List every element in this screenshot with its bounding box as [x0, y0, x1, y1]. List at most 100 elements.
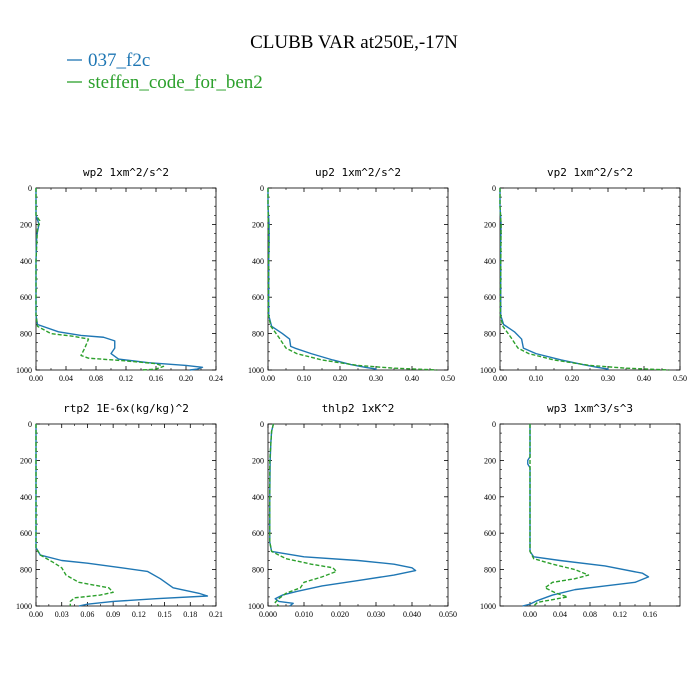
x-tick-label: 0.50: [673, 374, 687, 383]
x-tick-label: 0.30: [601, 374, 615, 383]
y-tick-label: 0: [28, 420, 32, 429]
x-tick-label: 0.40: [405, 374, 419, 383]
y-tick-label: 600: [20, 293, 32, 302]
y-tick-label: 1000: [248, 602, 264, 611]
x-tick-label: 0.00: [29, 374, 43, 383]
legend-label-1: 037_f2c: [88, 50, 150, 71]
plot-frame: [267, 423, 449, 607]
x-tick-label: 0.04: [59, 374, 73, 383]
y-tick-label: 800: [20, 566, 32, 575]
x-tick-label: 0.20: [333, 374, 347, 383]
x-tick-label: 0.050: [439, 610, 457, 619]
y-tick-label: 800: [484, 330, 496, 339]
series-line-2: [35, 424, 114, 606]
y-tick-label: 1000: [248, 366, 264, 375]
x-tick-label: 0.00: [493, 374, 507, 383]
plot-frame: [499, 423, 681, 607]
y-tick-label: 600: [252, 529, 264, 538]
x-tick-label: 0.18: [183, 610, 197, 619]
panel-title: rtp2 1E-6x(kg/kg)^2: [63, 402, 189, 415]
x-tick-label: 0.08: [583, 610, 597, 619]
series-line-1: [267, 188, 377, 370]
plot-frame: [35, 187, 217, 371]
x-tick-label: 0.15: [158, 610, 172, 619]
x-tick-label: 0.12: [132, 610, 146, 619]
x-tick-label: 0.40: [637, 374, 651, 383]
panel-title: wp2 1xm^2/s^2: [83, 166, 169, 179]
series-line-1: [522, 424, 650, 607]
y-tick-label: 200: [484, 220, 496, 229]
y-tick-label: 800: [252, 330, 264, 339]
series-line-1: [35, 424, 209, 607]
series-line-1: [269, 423, 417, 607]
x-tick-label: 0.03: [55, 610, 69, 619]
x-tick-label: 0.09: [106, 610, 120, 619]
y-tick-label: 1000: [16, 366, 32, 375]
x-tick-label: 0.12: [613, 610, 627, 619]
x-tick-label: 0.16: [643, 610, 657, 619]
x-tick-label: 0.50: [441, 374, 455, 383]
x-tick-label: 0.030: [367, 610, 385, 619]
x-tick-label: 0.20: [565, 374, 579, 383]
y-tick-label: 1000: [480, 366, 496, 375]
y-tick-label: 800: [484, 566, 496, 575]
y-tick-label: 400: [20, 493, 32, 502]
panel-title: wp3 1xm^3/s^3: [547, 402, 633, 415]
y-tick-label: 200: [20, 456, 32, 465]
y-tick-label: 0: [260, 184, 264, 193]
x-tick-label: 0.06: [80, 610, 94, 619]
y-tick-label: 200: [252, 456, 264, 465]
y-tick-label: 0: [492, 420, 496, 429]
y-tick-label: 200: [252, 220, 264, 229]
x-tick-label: 0.020: [331, 610, 349, 619]
x-tick-label: 0.10: [529, 374, 543, 383]
x-tick-label: 0.30: [369, 374, 383, 383]
y-tick-label: 800: [252, 566, 264, 575]
y-tick-label: 1000: [16, 602, 32, 611]
x-tick-label: 0.00: [261, 374, 275, 383]
y-tick-label: 400: [484, 493, 496, 502]
series-line-1: [35, 188, 204, 371]
plot-frame: [499, 187, 681, 371]
x-tick-label: 0.21: [209, 610, 223, 619]
y-tick-label: 200: [20, 220, 32, 229]
y-tick-label: 600: [20, 529, 32, 538]
x-tick-label: 0.24: [209, 374, 223, 383]
series-line-2: [529, 424, 590, 607]
y-tick-label: 600: [484, 529, 496, 538]
x-tick-label: 0.04: [553, 610, 567, 619]
chart-panel-4: rtp2 1E-6x(kg/kg)^2 0 200 400 600 800 10000.00…: [16, 402, 223, 619]
y-tick-label: 400: [252, 257, 264, 266]
y-tick-label: 600: [252, 293, 264, 302]
x-tick-label: 0.10: [297, 374, 311, 383]
panel-title: up2 1xm^2/s^2: [315, 166, 401, 179]
y-tick-label: 0: [260, 420, 264, 429]
y-tick-label: 0: [492, 184, 496, 193]
panel-title: vp2 1xm^2/s^2: [547, 166, 633, 179]
series-line-2: [269, 423, 338, 607]
series-line-2: [35, 188, 165, 371]
chart-panel-6: wp3 1xm^3/s^3 0 200 400 600 800 1000 0.00 0.04 0.…: [480, 402, 681, 619]
x-tick-label: 0.00: [523, 610, 537, 619]
y-tick-label: 200: [484, 456, 496, 465]
x-tick-label: 0.20: [179, 374, 193, 383]
y-tick-label: 600: [484, 293, 496, 302]
plot-frame: [35, 423, 217, 607]
x-tick-label: 0.010: [295, 610, 313, 619]
y-tick-label: 1000: [480, 602, 496, 611]
figure-title: CLUBB VAR at250E,-17N: [250, 32, 458, 53]
x-tick-label: 0.16: [149, 374, 163, 383]
x-tick-label: 0.12: [119, 374, 133, 383]
y-tick-label: 400: [252, 493, 264, 502]
y-tick-label: 800: [20, 330, 32, 339]
x-tick-label: 0.00: [29, 610, 43, 619]
series-line-2: [499, 188, 670, 371]
y-tick-label: 400: [20, 257, 32, 266]
y-tick-label: 0: [28, 184, 32, 193]
